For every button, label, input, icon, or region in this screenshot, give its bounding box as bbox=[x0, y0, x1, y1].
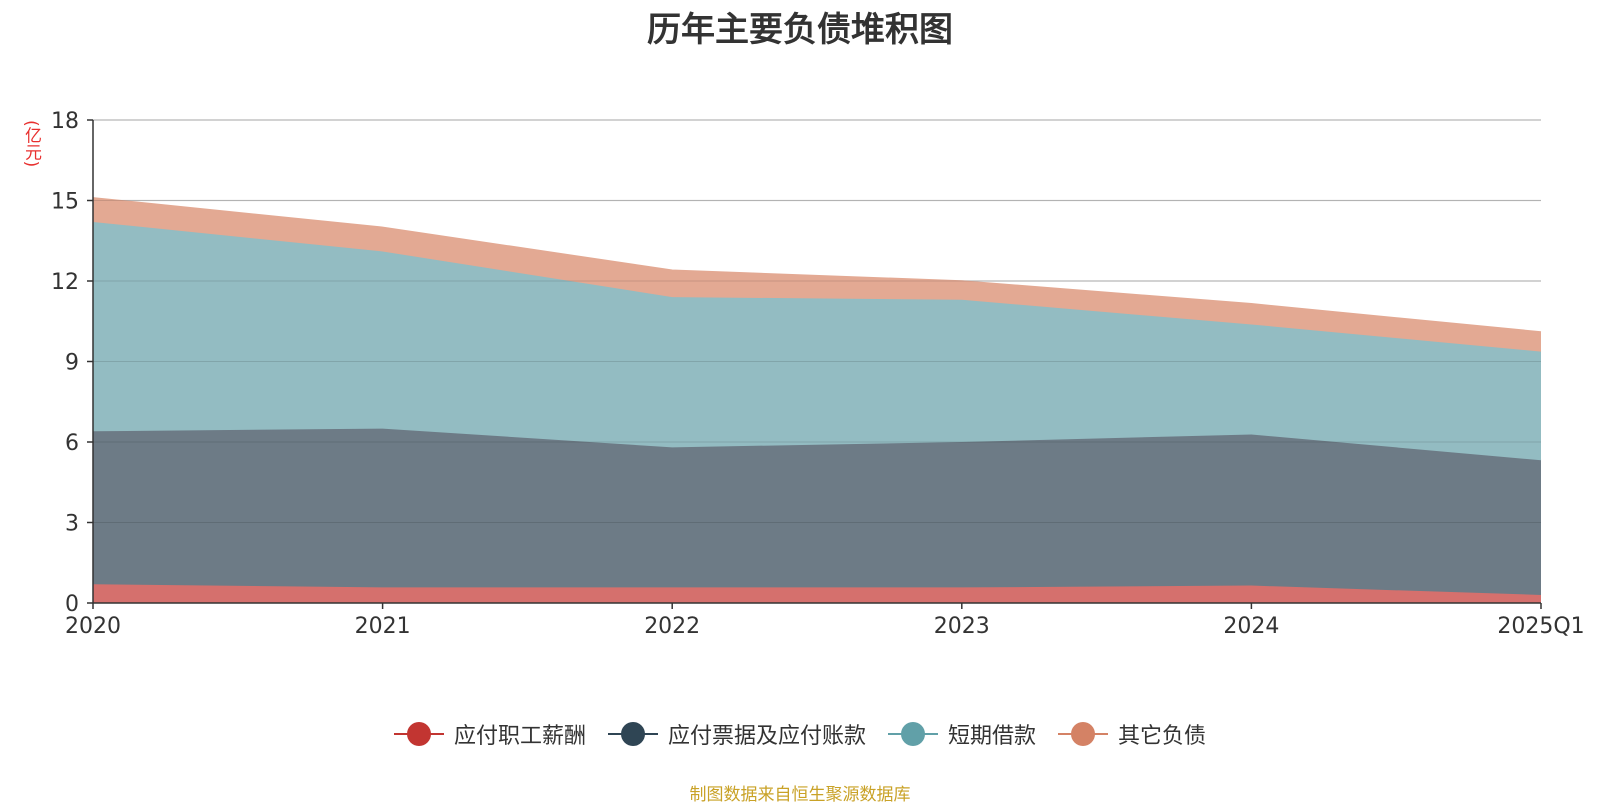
x-tick-label: 2020 bbox=[65, 614, 121, 639]
area-series-1 bbox=[93, 584, 1541, 603]
x-tick-label: 2024 bbox=[1223, 614, 1279, 639]
axes bbox=[87, 119, 1542, 609]
y-tick-label: 3 bbox=[65, 512, 79, 537]
legend-marker-icon bbox=[1058, 721, 1109, 747]
y-tick-label: 12 bbox=[51, 270, 79, 295]
legend-label: 应付票据及应付账款 bbox=[667, 724, 866, 749]
legend-label: 其它负债 bbox=[1118, 724, 1207, 749]
legend-item-2[interactable]: 应付票据及应付账款 bbox=[607, 718, 866, 750]
area-series-2 bbox=[93, 428, 1541, 595]
legend-item-3[interactable]: 短期借款 bbox=[888, 718, 1036, 750]
y-tick-label: 0 bbox=[65, 592, 79, 617]
area-series-3 bbox=[93, 221, 1541, 461]
area-layers bbox=[92, 119, 1542, 603]
legend-marker-icon bbox=[393, 721, 444, 747]
x-tick-label: 2022 bbox=[644, 614, 700, 639]
y-tick-label: 6 bbox=[65, 431, 79, 456]
legend-item-4[interactable]: 其它负债 bbox=[1058, 718, 1206, 750]
data-source-note: 制图数据来自恒生聚源数据库 bbox=[689, 785, 911, 805]
chart-title: 历年主要负债堆积图 bbox=[647, 10, 953, 50]
legend-marker-icon bbox=[888, 721, 938, 747]
area-series-4 bbox=[93, 197, 1541, 352]
legend-label: 短期借款 bbox=[948, 724, 1037, 749]
y-tick-label: 9 bbox=[65, 351, 79, 376]
legend-label: 应付职工薪酬 bbox=[453, 724, 586, 749]
y-tick-label: 15 bbox=[51, 190, 79, 215]
x-tick-label: 2021 bbox=[355, 614, 411, 639]
area-series-edge-4 bbox=[92, 197, 1542, 333]
legend-item-1[interactable]: 应付职工薪酬 bbox=[393, 718, 586, 750]
y-tick-label: 18 bbox=[51, 109, 79, 134]
x-tick-label: 2023 bbox=[934, 614, 990, 639]
x-tick-labels: 2020 2021 2022 2023 2024 2025Q1 bbox=[65, 614, 1585, 639]
legend: 应付职工薪酬 应付票据及应付账款 短期借款 其它负债 bbox=[0, 718, 1600, 750]
y-tick-labels: 0 3 6 9 12 15 18 bbox=[51, 109, 79, 617]
legend-marker-icon bbox=[607, 721, 658, 747]
x-tick-label: 2025Q1 bbox=[1497, 614, 1584, 639]
y-axis-unit-label: (亿元) bbox=[21, 120, 41, 168]
